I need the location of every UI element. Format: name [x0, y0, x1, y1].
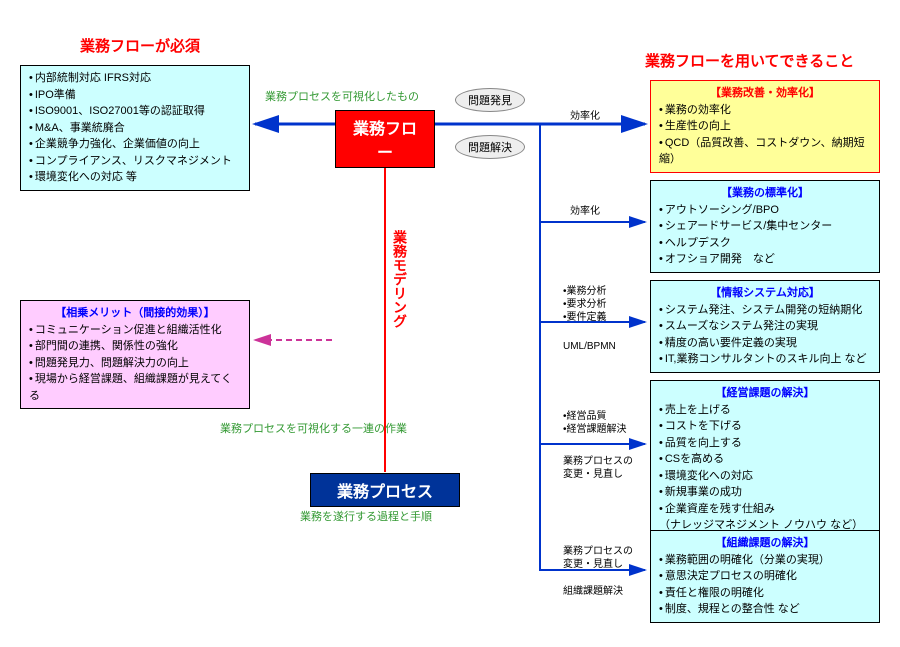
label-visualized: 業務プロセスを可視化したもの — [265, 88, 419, 104]
label-modeling: 業務モデリング — [390, 230, 410, 328]
label-exec-step: 業務を遂行する過程と手順 — [300, 508, 432, 524]
label-bpchange2: 業務プロセスの 変更・見直し — [563, 545, 633, 571]
label-uml: UML/BPMN — [563, 340, 616, 353]
box-mgmt: 【経営課題の解決】売上を上げるコストを下げる品質を向上するCSを高める環境変化へ… — [650, 380, 880, 539]
box-standard: 【業務の標準化】アウトソーシング/BPOシェアードサービス/集中センターヘルプデ… — [650, 180, 880, 273]
box-required: 内部統制対応 IFRS対応IPO準備ISO9001、ISO27001等の認証取得… — [20, 65, 250, 191]
oval-discover: 問題発見 — [455, 88, 525, 112]
heading-right: 業務フローを用いてできること — [645, 50, 854, 71]
label-mgmt-side: •経営品質 •経営課題解決 — [563, 410, 627, 436]
box-synergy: 【相乗メリット（間接的効果）】コミュニケーション促進と組織活性化部門間の連携、関… — [20, 300, 250, 409]
label-analysis: •業務分析 •要求分析 •要件定義 — [563, 285, 607, 324]
label-bpchange1: 業務プロセスの 変更・見直し — [563, 455, 633, 481]
node-flow: 業務フロー — [335, 110, 435, 168]
label-visualize-work: 業務プロセスを可視化する一連の作業 — [220, 420, 407, 436]
label-eff2: 効率化 — [570, 205, 600, 218]
box-org: 【組織課題の解決】業務範囲の明確化（分業の実現）意思決定プロセスの明確化責任と権… — [650, 530, 880, 623]
label-eff1: 効率化 — [570, 110, 600, 123]
heading-left: 業務フローが必須 — [80, 35, 200, 56]
box-it: 【情報システム対応】システム発注、システム開発の短納期化スムーズなシステム発注の… — [650, 280, 880, 373]
node-process: 業務プロセス — [310, 473, 460, 507]
box-improve: 【業務改善・効率化】業務の効率化生産性の向上QCD（品質改善、コストダウン、納期… — [650, 80, 880, 173]
oval-solve: 問題解決 — [455, 135, 525, 159]
label-orgsolve: 組織課題解決 — [563, 585, 623, 598]
